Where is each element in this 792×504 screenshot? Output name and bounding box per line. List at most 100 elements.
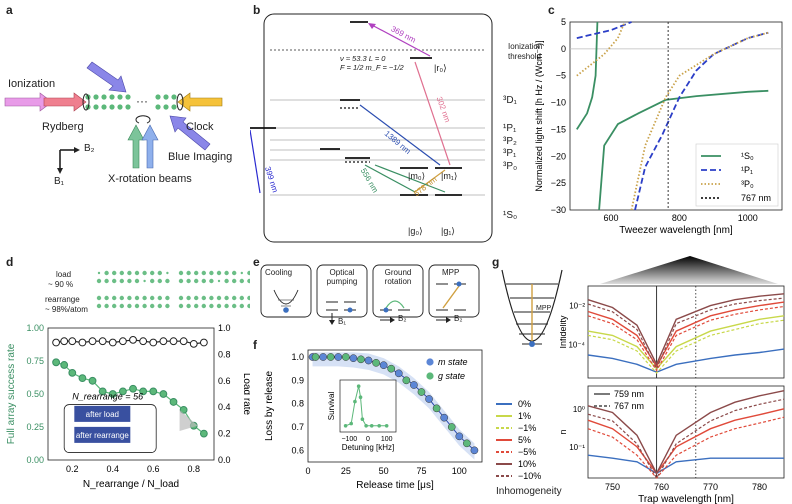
panel-label-g: g [492,255,500,269]
inset-point-f [349,421,353,426]
after-load-label: after load [86,410,119,419]
label-rearrange: rearrange [45,295,80,304]
label-level-3D1: ³D₁ [503,95,517,106]
transition-578 [414,169,446,193]
series-point-d [169,337,178,346]
ytick-right-d: 0.4 [218,402,231,412]
label-e-mpp: MPP [442,268,460,277]
xtick-f: 100 [452,466,467,476]
inset-xtick-f: 100 [381,436,393,443]
series-point-d [129,384,137,393]
series-point-f [341,353,350,361]
xtick-d: 0.8 [187,464,200,474]
ytick-g-top: 10⁻² [569,302,585,311]
atom-array [85,94,177,110]
ytick-left-d: 0.25 [26,422,44,432]
panel-b-level-diagram [250,13,493,243]
transition-1389 [359,104,441,166]
after-rearrange-image [74,426,131,443]
legend-label-c: ¹S₀ [741,151,754,161]
xtick-f: 25 [341,466,351,476]
label-state-r0: |r₀⟩ [434,63,447,73]
atom-dot [239,278,244,284]
ytick-f: 1.0 [291,352,304,362]
ionization-beam [4,92,53,112]
series-point-d [88,337,97,346]
series-point-f [447,423,456,431]
inset-point-f [364,424,368,428]
series-dashed-g-top [587,305,785,372]
atom-dot [157,278,162,284]
ytick-g-top: 10⁻⁴ [568,341,585,350]
ytick-f: 0.6 [291,445,304,455]
inset-line-f [345,386,387,427]
atom-dot [127,270,132,276]
xtick-g: 770 [703,482,718,492]
series-point-d [60,361,69,369]
series-point-f [349,354,358,363]
label-level-3P0: ³P₀ [503,161,518,172]
xtick-d: 0.6 [147,464,160,474]
ytick-right-d: 0.2 [218,429,231,439]
series-point-f [379,361,388,370]
label-level-1S0: ¹S₀ [503,210,518,221]
atom-dot [96,278,102,284]
blue-beam-top [86,61,127,93]
polarization-ellipse-right [176,93,184,111]
atom-dot [224,270,229,276]
label-level-3P2: ³P₂ [503,136,517,147]
label-level-1P1: ¹P₁ [503,123,517,134]
atom-dot [157,295,162,301]
panel-label-b: b [253,3,261,17]
plot-frame-c [569,21,783,211]
label-level-3P1: ³P₁ [503,148,517,159]
xtick-c: 600 [604,213,619,223]
atom-dot [216,270,222,276]
ytick-c: 0 [561,44,566,54]
atom-dot [166,271,169,275]
series-1-c [576,21,769,211]
series-dashed-g-bottom [587,416,785,479]
label-state-g1: |g₁⟩ [441,226,455,236]
label-rearrange-pct: ~ 98%/atom [45,305,88,314]
legend-label-c: ³P₀ [741,179,754,189]
atom-dot [186,270,191,276]
atom-dot [97,271,101,275]
after-rearrange-label: after rearrange [76,431,129,440]
series-point-f [364,356,373,365]
label-e-b2-b: B₂ [454,314,463,323]
series-point-f [440,413,449,422]
ytick-left-d: 0.75 [26,356,44,366]
atom-dot [247,278,250,284]
series-point-f [387,364,396,373]
series-point-f [455,432,464,441]
atom-dot [119,278,124,284]
series-point-d [139,337,148,346]
atom-dot [232,295,237,301]
atom-ellipsis: ··· [136,94,148,108]
inset-point-f [369,424,374,428]
fit-band-f [312,352,475,460]
series-point-f [394,369,403,378]
label-load: load [56,270,72,279]
inset-frame-f [339,379,397,433]
ylabel-g-bottom: n̄ [560,429,568,434]
series-point-f [357,355,365,364]
panel-d-atom-rows [96,270,250,309]
atom-dot [209,270,214,276]
ylabel-g-top: Infidelity [560,315,568,349]
inset-pointer-d [179,409,198,431]
series-point-d [149,387,158,396]
atom-dot [217,279,221,283]
polarization-ellipse-left [82,93,90,111]
atom-dot [150,278,155,284]
atom-dot [104,295,109,301]
panel-c-chart: 5 0 −5 −10 −15 −20 −25 −30 600 800 1000 Tweezer wav… [534,17,783,236]
series-0-c [576,21,769,211]
label-ionization: Ionization [8,78,56,90]
label-b2: B₂ [84,143,95,154]
panel-a-diagram: ··· [4,61,223,174]
atom-dot [239,295,244,301]
atom-dot [224,278,229,284]
